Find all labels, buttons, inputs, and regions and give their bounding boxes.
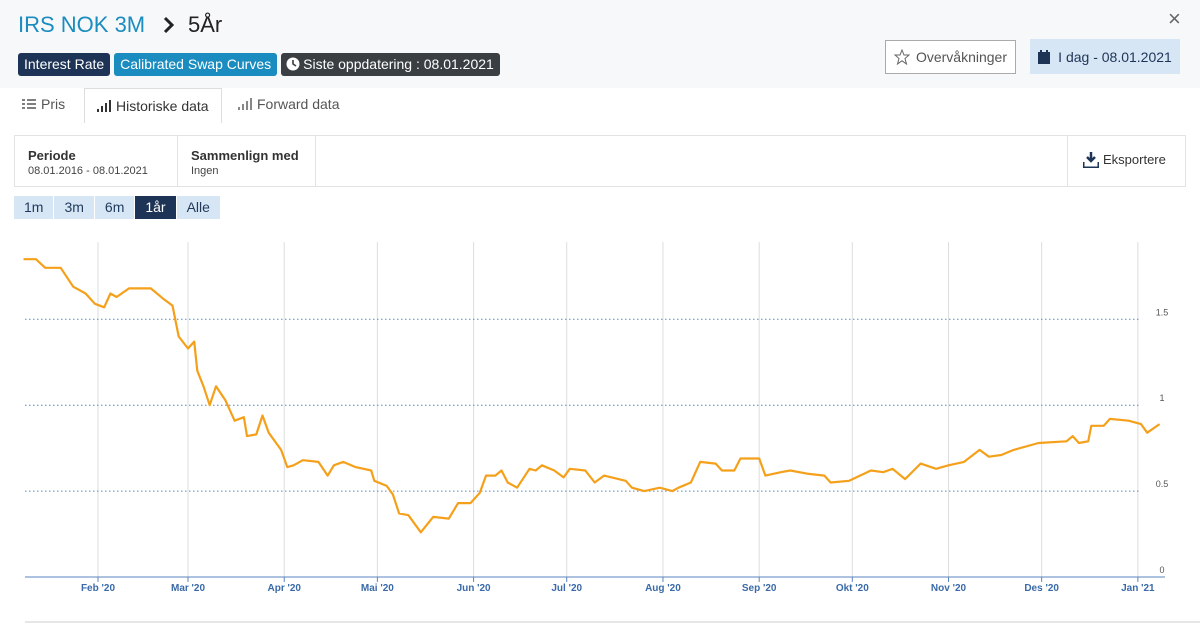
range-button[interactable]: 1m <box>14 196 54 219</box>
tab-active[interactable]: Historiske data <box>84 88 222 123</box>
export-text: Eksportere <box>1103 152 1166 167</box>
period-value: 08.01.2016 - 08.01.2021 <box>28 165 148 177</box>
badges: Interest Rate Calibrated Swap Curves Sis… <box>18 53 504 76</box>
badge-text: Siste oppdatering : 08.01.2021 <box>303 56 494 72</box>
compare-value: Ingen <box>191 165 219 177</box>
y-tick-label: 0.5 <box>1156 479 1169 489</box>
range-button[interactable]: 6m <box>94 196 135 219</box>
x-tick-label: Jan '21 <box>1121 583 1155 594</box>
range-button[interactable]: Alle <box>176 196 220 219</box>
chart: Feb '20 Mar '20 Apr '20 Mai '20 Jun '20 Jul '… <box>23 242 1200 623</box>
y-tick-label: 1.5 <box>1156 307 1169 317</box>
close-button[interactable]: × <box>1168 6 1181 31</box>
x-tick-label: Nov '20 <box>931 583 967 594</box>
period-label: Periode <box>28 148 76 163</box>
badge: Calibrated Swap Curves <box>114 53 278 76</box>
compare-label: Sammenlign med <box>191 148 299 163</box>
x-tick-label: Mai '20 <box>361 583 394 594</box>
tab-text: Forward data <box>257 96 340 112</box>
y-tick-label: 0 <box>1159 565 1164 575</box>
x-tick-label: Mar '20 <box>171 583 206 594</box>
x-tick-label: Aug '20 <box>645 583 681 594</box>
badge: Interest Rate <box>18 53 111 76</box>
chevron-icon <box>163 16 175 34</box>
filter-bar: Periode 08.01.2016 - 08.01.2021 Sammenli… <box>14 135 1186 187</box>
x-tick-label: Sep '20 <box>742 583 777 594</box>
y-tick-label: 1 <box>1159 393 1164 403</box>
tab-text: Pris <box>41 96 66 112</box>
tab[interactable]: Pris <box>22 96 65 112</box>
watch-text: Overvåkninger <box>915 49 1008 65</box>
x-tick-label: Des '20 <box>1024 583 1059 594</box>
title: IRS NOK 3M <box>18 12 146 37</box>
range-button[interactable]: 3m <box>54 196 94 219</box>
subtitle: 5År <box>188 12 223 37</box>
x-tick-label: Apr '20 <box>267 583 301 594</box>
range-buttons: 1m 3m 6m 1år Alle <box>14 196 221 219</box>
badge: Siste oppdatering : 08.01.2021 <box>281 53 500 76</box>
tab-text: Historiske data <box>116 98 209 114</box>
x-tick-label: Jul '20 <box>551 583 582 594</box>
date-button[interactable]: I dag - 08.01.2021 <box>1030 39 1180 74</box>
export-button[interactable]: Eksportere <box>1083 152 1166 168</box>
line <box>23 258 1161 534</box>
x-tick-label: Jun '20 <box>457 583 491 594</box>
range-button[interactable]: 1år <box>135 196 176 219</box>
date-text: I dag - 08.01.2021 <box>1058 48 1172 65</box>
watch-button[interactable]: Overvåkninger <box>885 40 1016 74</box>
x-tick-label: Feb '20 <box>81 583 115 594</box>
tab[interactable]: Forward data <box>238 96 339 112</box>
x-tick-label: Okt '20 <box>836 583 869 594</box>
